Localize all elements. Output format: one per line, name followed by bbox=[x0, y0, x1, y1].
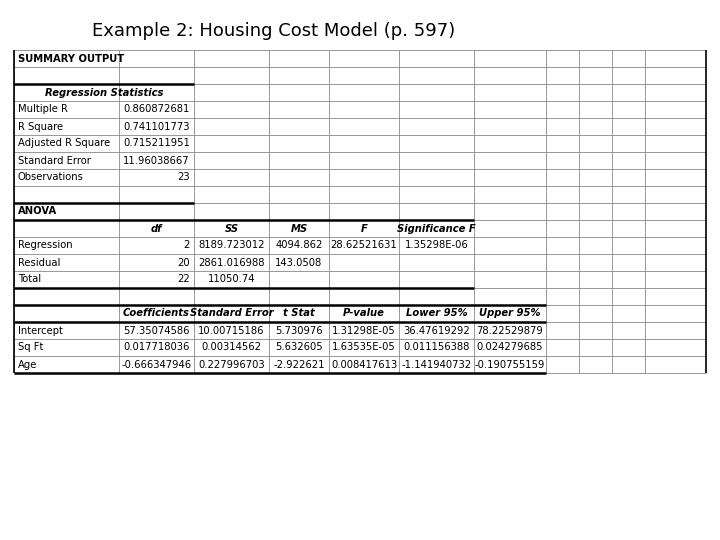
Text: Residual: Residual bbox=[18, 258, 60, 267]
Text: Total: Total bbox=[18, 274, 41, 285]
Text: 0.741101773: 0.741101773 bbox=[124, 122, 190, 132]
Text: 10.00715186: 10.00715186 bbox=[198, 326, 265, 335]
Text: MS: MS bbox=[290, 224, 307, 233]
Text: 0.008417613: 0.008417613 bbox=[331, 360, 397, 369]
Text: 36.47619292: 36.47619292 bbox=[403, 326, 470, 335]
Text: Age: Age bbox=[18, 360, 37, 369]
Text: -2.922621: -2.922621 bbox=[274, 360, 325, 369]
Text: df: df bbox=[150, 224, 162, 233]
Text: 2861.016988: 2861.016988 bbox=[198, 258, 265, 267]
Text: Standard Error: Standard Error bbox=[189, 308, 274, 319]
Text: 11.96038667: 11.96038667 bbox=[123, 156, 190, 165]
Text: R Square: R Square bbox=[18, 122, 63, 132]
Text: -0.190755159: -0.190755159 bbox=[474, 360, 545, 369]
Text: Significance F: Significance F bbox=[397, 224, 476, 233]
Text: 8189.723012: 8189.723012 bbox=[198, 240, 265, 251]
Text: 1.63535E-05: 1.63535E-05 bbox=[332, 342, 396, 353]
Text: 5.730976: 5.730976 bbox=[275, 326, 323, 335]
Text: -1.141940732: -1.141940732 bbox=[402, 360, 472, 369]
Text: t Stat: t Stat bbox=[283, 308, 315, 319]
Text: -0.666347946: -0.666347946 bbox=[122, 360, 192, 369]
Text: 0.715211951: 0.715211951 bbox=[123, 138, 190, 149]
Text: Regression Statistics: Regression Statistics bbox=[45, 87, 163, 98]
Text: 22: 22 bbox=[177, 274, 190, 285]
Text: 11050.74: 11050.74 bbox=[208, 274, 256, 285]
Text: SS: SS bbox=[225, 224, 238, 233]
Text: Adjusted R Square: Adjusted R Square bbox=[18, 138, 110, 149]
Text: 0.00314562: 0.00314562 bbox=[202, 342, 261, 353]
Text: 5.632605: 5.632605 bbox=[275, 342, 323, 353]
Text: SUMMARY OUTPUT: SUMMARY OUTPUT bbox=[18, 53, 125, 64]
Text: Regression: Regression bbox=[18, 240, 73, 251]
Text: Standard Error: Standard Error bbox=[18, 156, 91, 165]
Text: Example 2: Housing Cost Model (p. 597): Example 2: Housing Cost Model (p. 597) bbox=[92, 22, 455, 39]
Text: Coefficients: Coefficients bbox=[123, 308, 190, 319]
Text: 0.227996703: 0.227996703 bbox=[198, 360, 265, 369]
Text: 143.0508: 143.0508 bbox=[275, 258, 323, 267]
Text: 0.011156388: 0.011156388 bbox=[403, 342, 469, 353]
Text: Lower 95%: Lower 95% bbox=[405, 308, 467, 319]
Text: ANOVA: ANOVA bbox=[18, 206, 58, 217]
Text: 28.62521631: 28.62521631 bbox=[330, 240, 397, 251]
Text: Upper 95%: Upper 95% bbox=[480, 308, 541, 319]
Text: F: F bbox=[361, 224, 367, 233]
Text: 20: 20 bbox=[177, 258, 190, 267]
Text: Intercept: Intercept bbox=[18, 326, 63, 335]
Text: 1.35298E-06: 1.35298E-06 bbox=[405, 240, 469, 251]
Text: 0.017718036: 0.017718036 bbox=[123, 342, 189, 353]
Text: 4094.862: 4094.862 bbox=[275, 240, 323, 251]
Text: 0.860872681: 0.860872681 bbox=[124, 105, 190, 114]
Text: 78.22529879: 78.22529879 bbox=[477, 326, 544, 335]
Text: Multiple R: Multiple R bbox=[18, 105, 68, 114]
Text: 57.35074586: 57.35074586 bbox=[123, 326, 190, 335]
Text: 23: 23 bbox=[177, 172, 190, 183]
Text: P-value: P-value bbox=[343, 308, 385, 319]
Text: 0.024279685: 0.024279685 bbox=[477, 342, 544, 353]
Text: 2: 2 bbox=[184, 240, 190, 251]
Text: Observations: Observations bbox=[18, 172, 84, 183]
Text: 1.31298E-05: 1.31298E-05 bbox=[332, 326, 396, 335]
Text: Sq Ft: Sq Ft bbox=[18, 342, 43, 353]
